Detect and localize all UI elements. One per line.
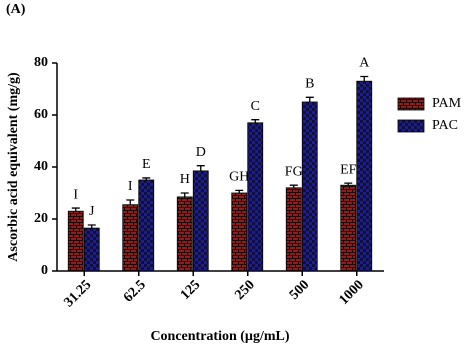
error-bar <box>289 184 298 188</box>
x-tick-label: 1000 <box>336 277 366 307</box>
bar <box>192 170 209 272</box>
error-bar <box>344 182 353 186</box>
error-bar <box>196 165 205 171</box>
panel-label: (A) <box>6 2 26 17</box>
x-tick-label: 250 <box>232 277 257 302</box>
bar <box>67 210 84 272</box>
legend-swatch <box>397 119 425 133</box>
significance-label: GH <box>229 170 249 185</box>
error-bar <box>142 177 151 180</box>
significance-label: I <box>128 179 133 194</box>
bar <box>231 192 248 272</box>
bar <box>301 101 318 272</box>
bar <box>285 187 302 272</box>
bar <box>247 122 264 272</box>
error-bar <box>180 192 189 197</box>
significance-label: H <box>180 172 190 187</box>
x-tick-label: 125 <box>178 277 203 302</box>
bar <box>122 204 139 272</box>
x-tick-label: 500 <box>287 277 312 302</box>
error-bar <box>360 75 369 82</box>
significance-label: D <box>196 145 206 160</box>
significance-label: A <box>359 56 370 71</box>
error-bar <box>235 189 244 193</box>
error-bar <box>87 224 96 229</box>
error-bar <box>126 199 135 205</box>
legend-label: PAC <box>432 118 458 133</box>
bar <box>340 184 357 272</box>
bar <box>356 80 373 272</box>
legend-swatch <box>397 97 425 111</box>
legend-label: PAM <box>432 96 462 111</box>
y-axis-label: Ascorbic acid equivalent (mg/g) <box>6 72 21 262</box>
y-tick-label: 20 <box>34 211 48 226</box>
x-tick-label: 31.25 <box>61 277 94 310</box>
significance-label: J <box>89 204 95 219</box>
bar <box>83 227 100 272</box>
y-tick-label: 40 <box>34 159 48 174</box>
error-bar <box>71 207 80 212</box>
y-tick-label: 60 <box>34 107 48 122</box>
significance-label: EF <box>340 162 357 177</box>
significance-label: FG <box>285 164 303 179</box>
bar <box>138 179 155 272</box>
error-bar <box>251 119 260 123</box>
significance-label: I <box>73 187 78 202</box>
error-bar <box>305 96 314 102</box>
bar <box>176 196 193 272</box>
y-tick-label: 0 <box>41 263 48 278</box>
x-tick-label: 62.5 <box>121 277 149 305</box>
significance-label: C <box>251 99 260 114</box>
significance-label: B <box>305 77 314 92</box>
y-tick-label: 80 <box>34 55 48 70</box>
x-axis-label: Concentration (µg/mL) <box>150 329 289 344</box>
significance-label: E <box>142 157 151 172</box>
